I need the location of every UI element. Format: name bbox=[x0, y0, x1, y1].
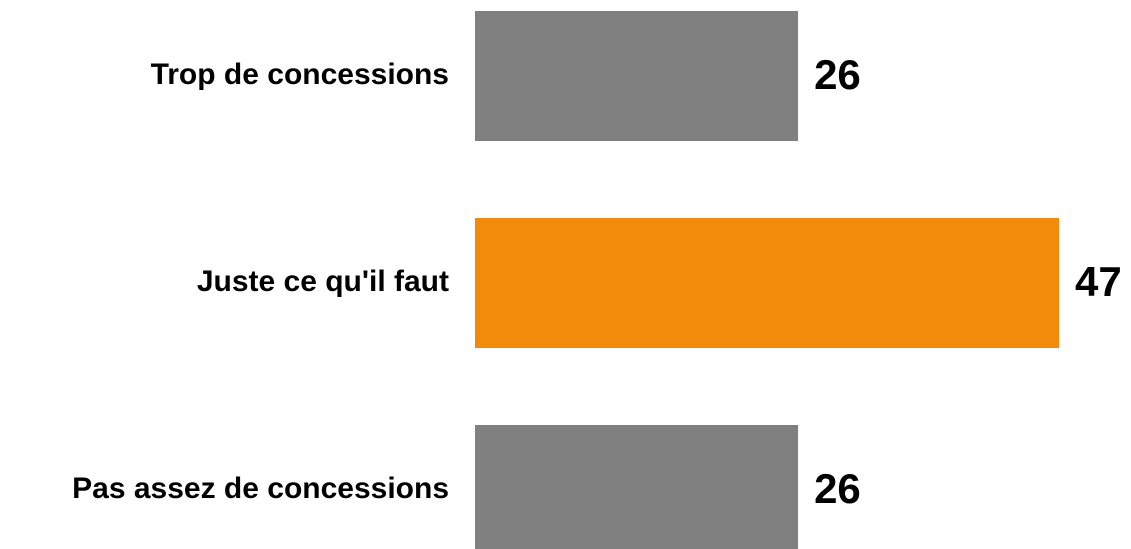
value-label-juste-ce-qu-il-faut: 47 bbox=[1075, 258, 1122, 305]
bars-group bbox=[475, 11, 1059, 549]
category-label-juste-ce-qu-il-faut: Juste ce qu'il faut bbox=[197, 265, 449, 298]
value-label-trop-de-concessions: 26 bbox=[814, 51, 861, 98]
bar-pas-assez-de-concessions bbox=[475, 425, 799, 549]
category-labels-group: Trop de concessions Juste ce qu'il faut Pa… bbox=[72, 58, 449, 505]
category-label-pas-assez-de-concessions: Pas assez de concessions bbox=[72, 472, 449, 505]
bar-juste-ce-qu-il-faut bbox=[475, 218, 1059, 348]
value-label-pas-assez-de-concessions: 26 bbox=[814, 465, 861, 512]
value-labels-group: 26 47 26 bbox=[814, 51, 1122, 512]
category-label-trop-de-concessions: Trop de concessions bbox=[151, 58, 449, 91]
bar-trop-de-concessions bbox=[475, 11, 799, 141]
